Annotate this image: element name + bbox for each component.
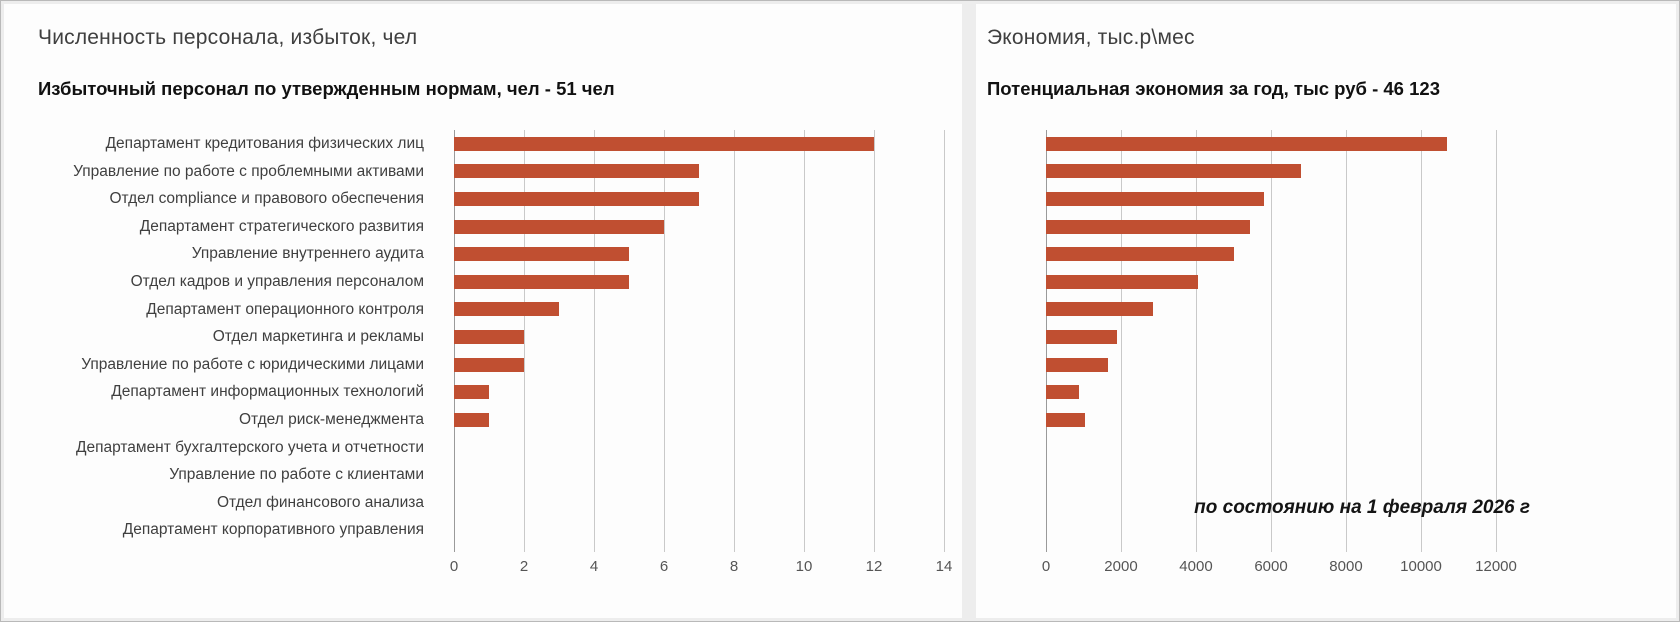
category-label: Департамент кредитования физических лиц xyxy=(105,135,424,152)
category-label: Управление по работе с клиентами xyxy=(169,466,424,484)
category-label: Управление по работе с юридическими лица… xyxy=(81,355,424,373)
bar xyxy=(1046,330,1118,344)
bar xyxy=(454,357,524,372)
x-tick-label: 0 xyxy=(449,558,459,575)
bar xyxy=(1046,357,1108,372)
headcount-bar-chart: Департамент кредитования физических лиц У… xyxy=(4,130,962,590)
x-tick-label: 6000 xyxy=(1254,558,1288,575)
bar xyxy=(1046,219,1251,234)
category-label: Департамент корпоративного управления xyxy=(122,521,424,539)
gridline xyxy=(1345,130,1347,552)
category-label: Департамент операционного контроля xyxy=(146,300,424,318)
x-tick-label: 10000 xyxy=(1400,558,1442,575)
x-tick-label: 2 xyxy=(519,558,529,575)
x-tick-label: 4 xyxy=(589,558,599,575)
category-label: Управление по работе с проблемными актив… xyxy=(73,162,424,180)
bar xyxy=(454,247,629,262)
bar xyxy=(454,192,699,206)
x-axis: 0 2 4 6 8 10 12 14 xyxy=(450,558,953,580)
gridline xyxy=(804,130,805,552)
x-tick-label: 6 xyxy=(659,558,669,575)
headcount-chart-title: Численность персонала, избыток, чел xyxy=(38,26,418,49)
gridline xyxy=(1496,130,1497,552)
gridline xyxy=(1195,130,1197,552)
gridline xyxy=(594,130,595,552)
headcount-panel: Численность персонала, избыток, чел Избы… xyxy=(4,4,962,618)
bar xyxy=(1046,385,1079,400)
bar xyxy=(454,274,629,289)
x-tick-label: 12 xyxy=(865,558,883,575)
gridline xyxy=(944,130,945,552)
x-tick-label: 0 xyxy=(1041,558,1051,575)
x-axis: 0 2000 4000 6000 8000 10000 12000 xyxy=(1042,558,1517,580)
category-label: Отдел финансового анализа xyxy=(217,493,424,511)
savings-chart-title: Экономия, тыс.р\мес xyxy=(987,26,1195,49)
bar xyxy=(454,164,699,179)
gridline xyxy=(1421,130,1422,552)
category-label: Департамент стратегического развития xyxy=(139,217,424,235)
savings-chart-subtitle: Потенциальная экономия за год, тыс руб -… xyxy=(987,78,1440,99)
gridline xyxy=(734,130,735,552)
plot-area: 0 2000 4000 6000 8000 10000 12000 xyxy=(1042,130,1517,575)
savings-bar-chart: 0 2000 4000 6000 8000 10000 12000 xyxy=(976,130,1676,590)
bar xyxy=(1046,192,1264,206)
headcount-chart-subtitle: Избыточный персонал по утвержденным норм… xyxy=(38,78,615,99)
panel-divider xyxy=(962,4,976,618)
category-label: Отдел кадров и управления персоналом xyxy=(130,272,424,290)
gridline xyxy=(664,130,665,552)
plot-area: 0 2 4 6 8 10 12 14 xyxy=(450,130,952,575)
gridline xyxy=(1271,130,1272,552)
x-tick-label: 8000 xyxy=(1329,558,1363,575)
category-label: Отдел риск-менеджмента xyxy=(238,410,424,428)
x-tick-label: 8 xyxy=(729,558,739,575)
x-tick-label: 14 xyxy=(935,558,953,575)
bar xyxy=(1046,247,1234,262)
x-tick-label: 10 xyxy=(795,558,813,575)
category-label: Управление внутреннего аудита xyxy=(191,245,424,263)
bar xyxy=(1046,274,1198,289)
gridline xyxy=(874,130,875,552)
category-label: Отдел маркетинга и рекламы xyxy=(212,328,424,346)
category-label: Департамент бухгалтерского учета и отчет… xyxy=(75,438,424,456)
gridline xyxy=(524,130,525,552)
x-tick-label: 2000 xyxy=(1104,558,1138,575)
gridline xyxy=(1120,130,1122,552)
savings-panel: Экономия, тыс.р\мес Потенциальная эконом… xyxy=(976,4,1676,618)
bar xyxy=(1046,412,1086,427)
bar xyxy=(454,302,559,317)
bar xyxy=(1046,164,1301,179)
category-label: Отдел compliance и правового обеспечения xyxy=(109,190,424,208)
x-tick-label: 12000 xyxy=(1475,558,1517,575)
as-of-date-footnote: по состоянию на 1 февраля 2026 г xyxy=(1194,497,1530,518)
bar xyxy=(454,412,489,427)
bar xyxy=(454,330,524,344)
bar xyxy=(1046,136,1448,151)
bar xyxy=(454,136,874,151)
x-tick-label: 4000 xyxy=(1179,558,1213,575)
bar xyxy=(454,219,664,234)
bar xyxy=(454,385,489,400)
category-label: Департамент информационных технологий xyxy=(111,383,424,401)
category-axis: Департамент кредитования физических лиц У… xyxy=(4,130,424,544)
bar xyxy=(1046,302,1153,317)
